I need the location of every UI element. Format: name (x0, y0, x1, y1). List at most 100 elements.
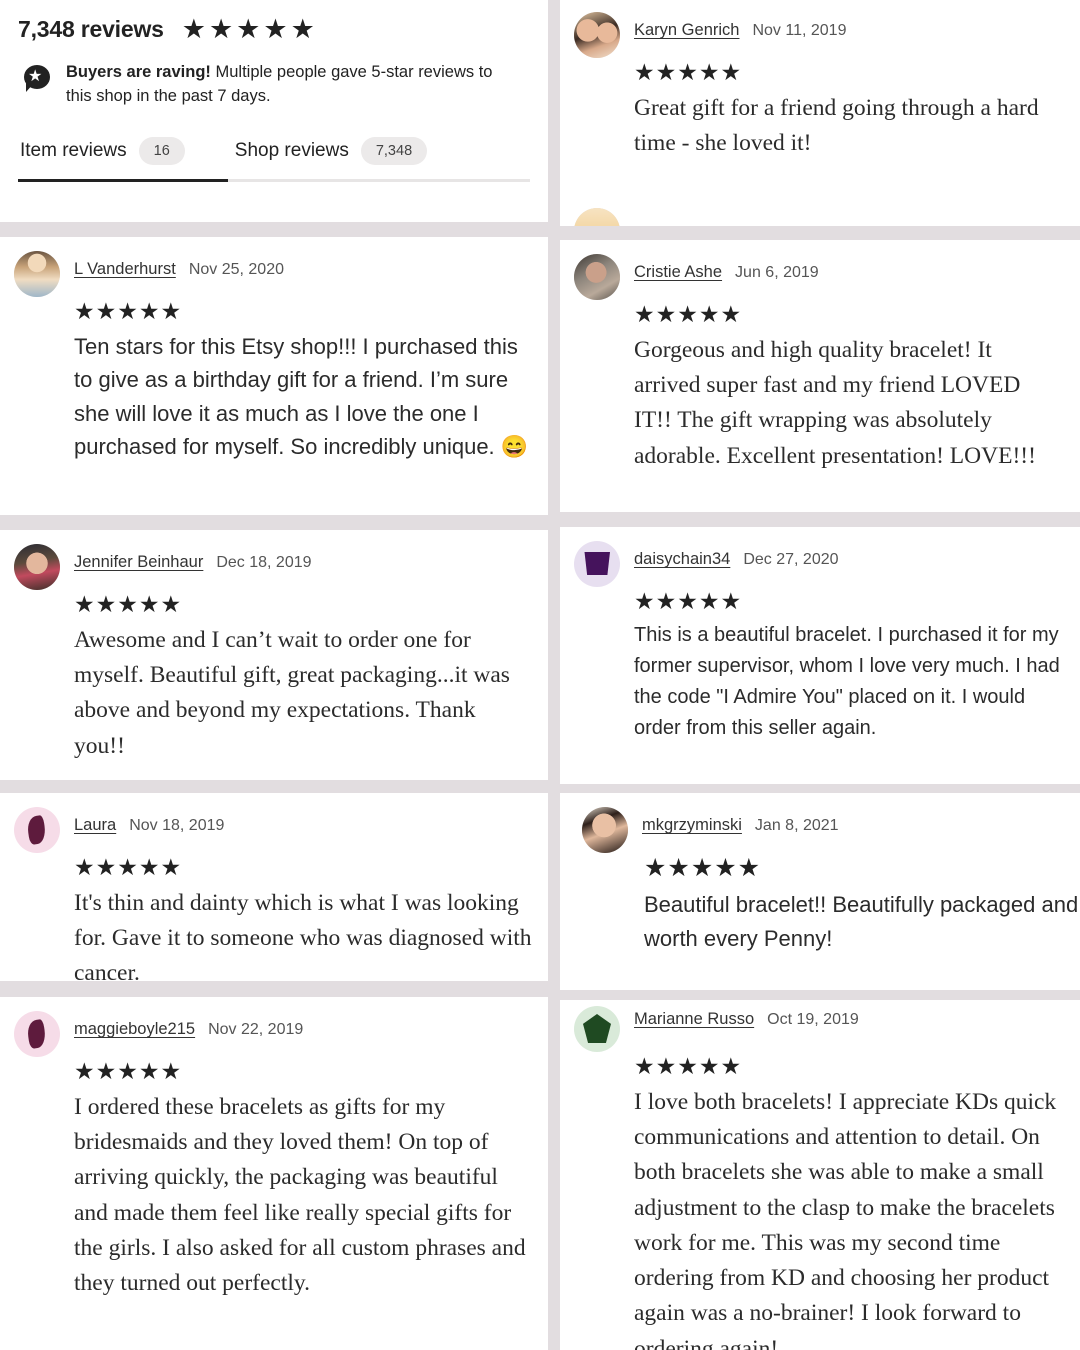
review-card: Cristie Ashe Jun 6, 2019 ★★★★★ Gorgeous … (560, 240, 1080, 512)
monogram-avatar-purple (574, 541, 620, 587)
review-item: Karyn Genrich Nov 11, 2019 ★★★★★ Great g… (560, 0, 1080, 226)
review-text: Great gift for a friend going through a … (634, 94, 1045, 156)
review-text: It's thin and dainty which is what I was… (74, 889, 538, 981)
review-header: Laura Nov 18, 2019 (14, 807, 532, 853)
review-body: ★★★★★ This is a beautiful bracelet. I pu… (574, 587, 1064, 744)
review-date: Nov 11, 2019 (752, 22, 847, 39)
review-card: mkgrzyminski Jan 8, 2021 ★★★★★ Beautiful… (560, 793, 1080, 990)
review-stars: ★★★★★ (74, 591, 183, 617)
review-text: I ordered these bracelets as gifts for m… (74, 1093, 532, 1296)
buyers-raving-headline: Buyers are raving! (66, 63, 211, 81)
shop-reviews-header-card: 7,348 reviews ★★★★★ ★ Buyers are raving!… (0, 0, 548, 222)
review-body: ★★★★★ I ordered these bracelets as gifts… (14, 1057, 532, 1301)
buyers-raving-banner: ★ Buyers are raving! Multiple people gav… (18, 61, 530, 109)
review-card: daisychain34 Dec 27, 2020 ★★★★★ This is … (560, 527, 1080, 784)
review-date: Nov 18, 2019 (129, 817, 225, 834)
review-body: ★★★★★ Ten stars for this Etsy shop!!! I … (14, 297, 532, 464)
reviewer-name[interactable]: Karyn Genrich (634, 21, 740, 39)
review-meta: Jennifer Beinhaur Dec 18, 2019 (74, 544, 312, 572)
review-stars: ★★★★★ (74, 298, 183, 324)
rating-summary-row: 7,348 reviews ★★★★★ (18, 16, 530, 43)
review-item: Laura Nov 18, 2019 ★★★★★ It's thin and d… (0, 793, 548, 981)
review-card: Laura Nov 18, 2019 ★★★★★ It's thin and d… (0, 793, 548, 981)
tab-shop-reviews-count: 7,348 (360, 136, 428, 165)
review-text: Awesome and I can’t wait to order one fo… (74, 626, 516, 759)
review-body: ★★★★★ Beautiful bracelet!! Beautifully p… (582, 853, 1080, 956)
review-date: Dec 18, 2019 (216, 554, 312, 571)
review-item: Jennifer Beinhaur Dec 18, 2019 ★★★★★ Awe… (0, 530, 548, 774)
review-text: Ten stars for this Etsy shop!!! I purcha… (74, 333, 529, 460)
tab-item-reviews-count: 16 (138, 136, 185, 165)
reviewer-name[interactable]: Laura (74, 816, 117, 834)
photo-avatar-jennifer-beinhaur (14, 544, 60, 590)
review-header: Cristie Ashe Jun 6, 2019 (574, 254, 1064, 300)
review-stars: ★★★★★ (74, 1058, 183, 1084)
review-text: This is a beautiful bracelet. I purchase… (634, 623, 1066, 739)
review-date: Jun 6, 2019 (735, 264, 819, 281)
review-item: maggieboyle215 Nov 22, 2019 ★★★★★ I orde… (0, 997, 548, 1311)
speech-bubble-star-icon: ★ (22, 64, 52, 94)
review-date: Nov 25, 2020 (188, 261, 284, 278)
photo-avatar-l-vanderhurst (14, 251, 60, 297)
monogram-avatar-green (574, 1006, 620, 1052)
photo-avatar-mkgrzyminski (582, 807, 628, 853)
review-meta: Karyn Genrich Nov 11, 2019 (634, 12, 846, 40)
review-stars: ★★★★★ (634, 1053, 743, 1079)
tab-item-reviews-label: Item reviews (20, 139, 127, 161)
review-body: ★★★★★ Gorgeous and high quality bracelet… (574, 300, 1064, 474)
review-meta: L Vanderhurst Nov 25, 2020 (74, 251, 284, 279)
review-stars: ★★★★★ (74, 854, 183, 880)
review-item: L Vanderhurst Nov 25, 2020 ★★★★★ Ten sta… (0, 237, 548, 474)
review-stars: ★★★★★ (634, 301, 743, 327)
reviewer-name[interactable]: Marianne Russo (634, 1010, 755, 1028)
review-header: mkgrzyminski Jan 8, 2021 (582, 807, 1064, 853)
review-count-label: 7,348 reviews (18, 16, 164, 42)
review-meta: mkgrzyminski Jan 8, 2021 (642, 807, 839, 835)
review-date: Jan 8, 2021 (754, 817, 839, 834)
review-meta: Cristie Ashe Jun 6, 2019 (634, 254, 819, 282)
review-header: Marianne Russo Oct 19, 2019 (574, 1006, 1064, 1052)
review-body: ★★★★★ I love both bracelets! I appreciat… (574, 1052, 1064, 1350)
review-card: Jennifer Beinhaur Dec 18, 2019 ★★★★★ Awe… (0, 530, 548, 780)
review-body: ★★★★★ Great gift for a friend going thro… (574, 58, 1064, 161)
review-stars: ★★★★★ (634, 59, 743, 85)
reviews-tabs: Item reviews 16 Shop reviews 7,348 (18, 136, 530, 165)
review-meta: Marianne Russo Oct 19, 2019 (634, 1006, 859, 1029)
review-card: Karyn Genrich Nov 11, 2019 ★★★★★ Great g… (560, 0, 1080, 226)
review-item: Cristie Ashe Jun 6, 2019 ★★★★★ Gorgeous … (560, 240, 1080, 484)
review-header: L Vanderhurst Nov 25, 2020 (14, 251, 532, 297)
reviewer-name[interactable]: maggieboyle215 (74, 1020, 196, 1038)
photo-avatar-karyn-genrich (574, 12, 620, 58)
buyers-raving-line2: this shop in the past 7 days. (66, 86, 271, 105)
review-header: daisychain34 Dec 27, 2020 (574, 541, 1064, 587)
review-meta: daisychain34 Dec 27, 2020 (634, 541, 839, 569)
review-stars: ★★★★★ (644, 854, 762, 882)
review-card: Marianne Russo Oct 19, 2019 ★★★★★ I love… (560, 1000, 1080, 1350)
tabs-active-indicator (18, 178, 228, 182)
review-header: Jennifer Beinhaur Dec 18, 2019 (14, 544, 532, 590)
buyers-raving-text: Buyers are raving! Multiple people gave … (66, 61, 492, 109)
review-card: maggieboyle215 Nov 22, 2019 ★★★★★ I orde… (0, 997, 548, 1350)
reviewer-name[interactable]: daisychain34 (634, 550, 731, 568)
review-text: Beautiful bracelet!! Beautifully package… (644, 892, 1080, 952)
review-text: Gorgeous and high quality bracelet! It a… (634, 336, 1036, 469)
reviewer-name[interactable]: L Vanderhurst (74, 260, 176, 278)
reviewer-name[interactable]: Jennifer Beinhaur (74, 553, 204, 571)
review-body: ★★★★★ It's thin and dainty which is what… (14, 853, 532, 981)
photo-avatar-cristie-ashe (574, 254, 620, 300)
review-header: Karyn Genrich Nov 11, 2019 (574, 12, 1064, 58)
reviewer-name[interactable]: mkgrzyminski (642, 816, 742, 834)
review-date: Oct 19, 2019 (767, 1011, 859, 1028)
review-date: Nov 22, 2019 (208, 1021, 304, 1038)
tab-item-reviews[interactable]: Item reviews 16 (20, 136, 185, 165)
review-date: Dec 27, 2020 (743, 551, 839, 568)
tab-shop-reviews[interactable]: Shop reviews 7,348 (235, 136, 428, 165)
monogram-avatar-pink (14, 1011, 60, 1057)
review-meta: maggieboyle215 Nov 22, 2019 (74, 1011, 303, 1039)
review-meta: Laura Nov 18, 2019 (74, 807, 224, 835)
review-text: I love both bracelets! I appreciate KDs … (634, 1088, 1063, 1350)
tabs-underline (18, 178, 530, 182)
reviewer-name[interactable]: Cristie Ashe (634, 263, 723, 281)
review-card: L Vanderhurst Nov 25, 2020 ★★★★★ Ten sta… (0, 237, 548, 515)
